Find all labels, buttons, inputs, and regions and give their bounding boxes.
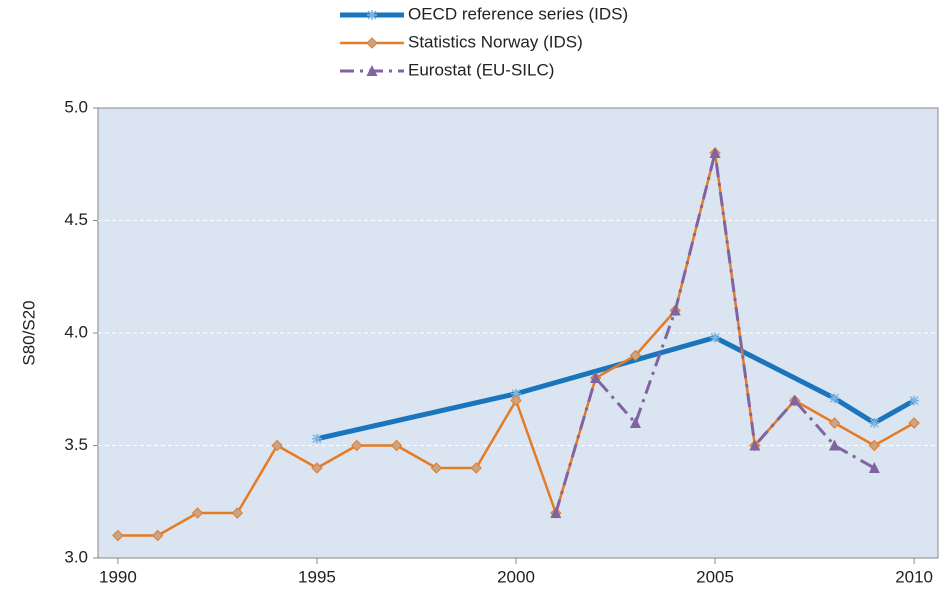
marker <box>550 507 562 518</box>
marker <box>629 417 641 428</box>
y-tick-label: 3.0 <box>64 547 88 566</box>
x-tick-label: 2000 <box>497 567 535 586</box>
marker <box>828 417 841 429</box>
y-tick-label: 5.0 <box>64 97 88 116</box>
marker <box>231 507 244 519</box>
marker <box>511 388 522 399</box>
marker <box>430 462 443 474</box>
legend-marker <box>366 65 378 76</box>
marker <box>709 147 721 158</box>
marker <box>749 439 761 451</box>
legend-marker <box>366 37 378 49</box>
marker <box>351 439 363 452</box>
marker <box>390 439 403 452</box>
marker <box>908 417 920 429</box>
marker <box>152 529 164 542</box>
marker <box>629 349 642 362</box>
marker <box>909 395 920 406</box>
series-line <box>554 151 876 514</box>
x-tick-label: 2010 <box>895 567 933 586</box>
series-line <box>316 335 916 442</box>
marker <box>311 433 322 444</box>
y-tick-label: 4.5 <box>64 210 88 229</box>
legend-label: OECD reference series (IDS) <box>408 4 628 23</box>
marker <box>191 507 204 519</box>
legend-label: Statistics Norway (IDS) <box>408 32 583 51</box>
marker <box>470 462 482 474</box>
marker <box>669 304 681 316</box>
marker <box>789 394 801 406</box>
x-tick-label: 1990 <box>99 567 137 586</box>
y-axis-label: S80/S20 <box>19 300 38 365</box>
marker <box>510 394 522 407</box>
x-tick-label: 2005 <box>696 567 734 586</box>
marker <box>311 462 323 474</box>
x-tick-label: 1995 <box>298 567 336 586</box>
marker <box>869 418 880 428</box>
marker <box>590 372 602 383</box>
legend-label: Eurostat (EU-SILC) <box>408 60 554 79</box>
marker <box>828 439 840 451</box>
marker <box>829 393 840 404</box>
y-tick-label: 4.0 <box>64 322 88 341</box>
marker <box>271 439 283 452</box>
marker <box>868 462 880 473</box>
marker <box>710 332 721 343</box>
y-tick-label: 3.5 <box>64 435 88 454</box>
legend-marker <box>367 10 377 20</box>
marker <box>112 529 124 542</box>
marker <box>868 439 881 452</box>
